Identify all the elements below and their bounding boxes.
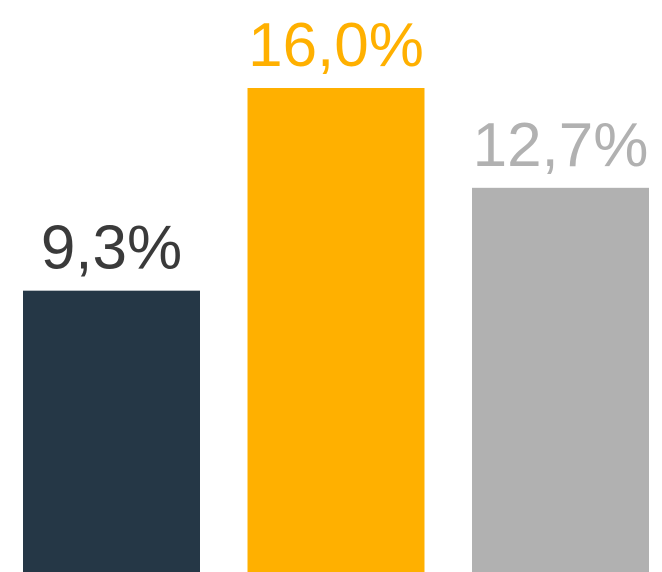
value-label: 9,3%: [41, 214, 182, 283]
bar: [247, 88, 425, 572]
value-label: 16,0%: [248, 11, 424, 80]
value-label: 12,7%: [473, 111, 649, 180]
bar: [23, 290, 200, 572]
bar: [472, 187, 649, 572]
